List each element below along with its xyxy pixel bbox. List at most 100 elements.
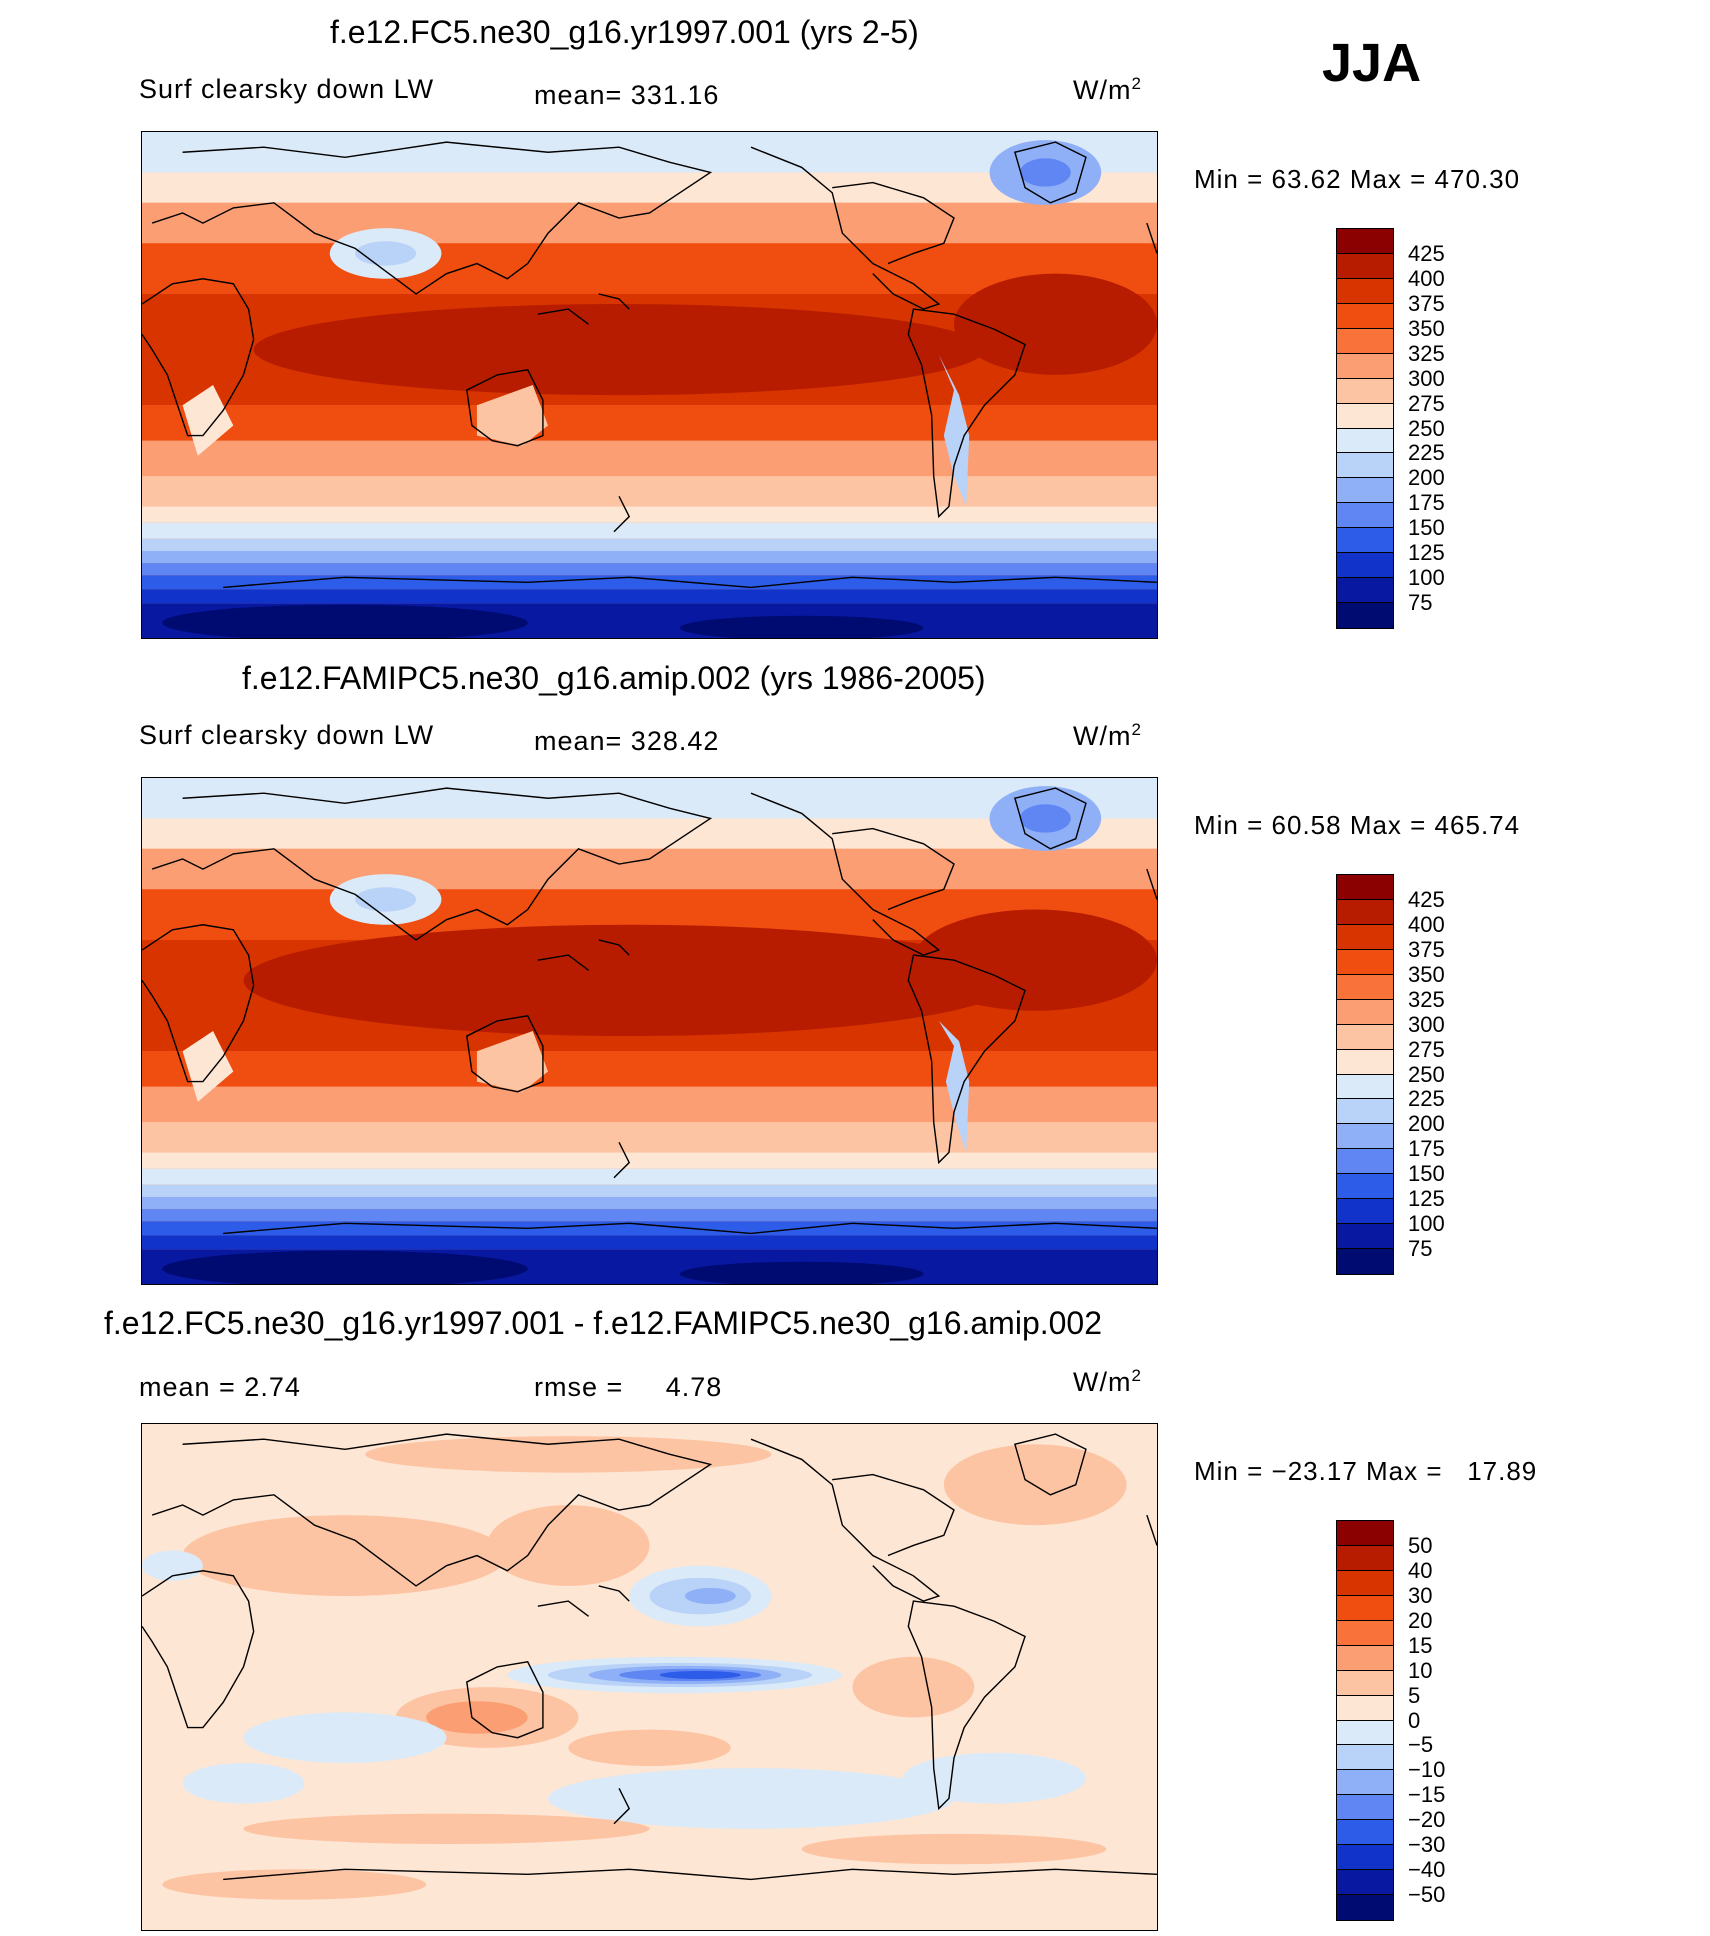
colorbar-swatch xyxy=(1337,1795,1393,1821)
colorbar-swatch xyxy=(1337,899,1393,925)
colorbar-swatch xyxy=(1337,1745,1393,1771)
colorbar-tick-label: −20 xyxy=(1408,1807,1446,1833)
panel3-map xyxy=(141,1423,1158,1931)
colorbar-swatch xyxy=(1337,1149,1393,1175)
colorbar-tick-label: 200 xyxy=(1408,1111,1445,1137)
panel2-colorbar xyxy=(1336,874,1394,1275)
colorbar-tick-label: 15 xyxy=(1408,1632,1433,1658)
panel1-variable-label: Surf clearsky down LW xyxy=(139,74,435,104)
panel2-map xyxy=(141,777,1158,1285)
colorbar-swatch xyxy=(1337,924,1393,950)
panel3-colorbar xyxy=(1336,1520,1394,1921)
panel3-title: f.e12.FC5.ne30_g16.yr1997.001 - f.e12.FA… xyxy=(104,1305,1103,1341)
colorbar-tick-label: 200 xyxy=(1408,465,1445,491)
colorbar-tick-label: 400 xyxy=(1408,265,1445,291)
colorbar-tick-label: 50 xyxy=(1408,1532,1433,1558)
colorbar-swatch xyxy=(1337,1174,1393,1200)
colorbar-swatch xyxy=(1337,1249,1393,1274)
colorbar-tick-label: 150 xyxy=(1408,515,1445,541)
panel1-minmax: Min = 63.62 Max = 470.30 xyxy=(1194,164,1521,194)
panel3-minmax: Min = −23.17 Max = 17.89 xyxy=(1194,1456,1538,1486)
colorbar-swatch xyxy=(1337,229,1393,254)
colorbar-tick-label: −40 xyxy=(1408,1857,1446,1883)
colorbar-tick-label: 425 xyxy=(1408,886,1445,912)
panel2-title: f.e12.FAMIPC5.ne30_g16.amip.002 (yrs 198… xyxy=(242,660,986,696)
colorbar-tick-label: 125 xyxy=(1408,1186,1445,1212)
colorbar-swatch xyxy=(1337,328,1393,354)
colorbar-swatch xyxy=(1337,603,1393,628)
colorbar-swatch xyxy=(1337,1224,1393,1250)
colorbar-swatch xyxy=(1337,1024,1393,1050)
colorbar-tick-label: 0 xyxy=(1408,1707,1421,1733)
colorbar-tick-label: 125 xyxy=(1408,540,1445,566)
colorbar-swatch xyxy=(1337,553,1393,579)
colorbar-tick-label: 150 xyxy=(1408,1161,1445,1187)
colorbar-tick-label: 225 xyxy=(1408,440,1445,466)
colorbar-tick-label: 225 xyxy=(1408,1086,1445,1112)
colorbar-tick-label: 375 xyxy=(1408,936,1445,962)
colorbar-swatch xyxy=(1337,1595,1393,1621)
colorbar-tick-label: 10 xyxy=(1408,1657,1433,1683)
panel3-mean-label: mean = 2.74 xyxy=(139,1372,301,1402)
panel1-colorbar xyxy=(1336,228,1394,629)
colorbar-swatch xyxy=(1337,974,1393,1000)
colorbar-tick-label: 100 xyxy=(1408,565,1445,591)
panel2-variable-label: Surf clearsky down LW xyxy=(139,720,435,750)
colorbar-swatch xyxy=(1337,453,1393,479)
colorbar-swatch xyxy=(1337,1645,1393,1671)
colorbar-tick-label: −10 xyxy=(1408,1757,1446,1783)
colorbar-tick-label: 75 xyxy=(1408,1236,1433,1262)
colorbar-swatch xyxy=(1337,1124,1393,1150)
colorbar-tick-label: 175 xyxy=(1408,490,1445,516)
colorbar-tick-label: 350 xyxy=(1408,961,1445,987)
colorbar-swatch xyxy=(1337,1545,1393,1571)
colorbar-tick-label: −50 xyxy=(1408,1882,1446,1908)
colorbar-tick-label: 400 xyxy=(1408,911,1445,937)
panel3-units: W/m2 xyxy=(1073,1366,1142,1397)
colorbar-tick-label: 40 xyxy=(1408,1557,1433,1583)
colorbar-tick-label: 20 xyxy=(1408,1607,1433,1633)
colorbar-swatch xyxy=(1337,1620,1393,1646)
colorbar-swatch xyxy=(1337,949,1393,975)
colorbar-swatch xyxy=(1337,303,1393,329)
colorbar-swatch xyxy=(1337,1695,1393,1721)
panel2-units: W/m2 xyxy=(1073,720,1142,751)
colorbar-swatch xyxy=(1337,503,1393,529)
panel1-mean-label: mean= 331.16 xyxy=(534,80,720,110)
colorbar-tick-label: 75 xyxy=(1408,590,1433,616)
panel1-map xyxy=(141,131,1158,639)
colorbar-tick-label: 275 xyxy=(1408,390,1445,416)
colorbar-swatch xyxy=(1337,578,1393,604)
colorbar-swatch xyxy=(1337,428,1393,454)
colorbar-tick-label: 325 xyxy=(1408,340,1445,366)
colorbar-swatch xyxy=(1337,1845,1393,1871)
colorbar-swatch xyxy=(1337,1199,1393,1225)
colorbar-swatch xyxy=(1337,1770,1393,1796)
season-label: JJA xyxy=(1322,33,1422,93)
colorbar-tick-label: 300 xyxy=(1408,365,1445,391)
colorbar-tick-label: 275 xyxy=(1408,1036,1445,1062)
colorbar-swatch xyxy=(1337,1870,1393,1896)
colorbar-tick-label: 250 xyxy=(1408,1061,1445,1087)
colorbar-swatch xyxy=(1337,1820,1393,1846)
colorbar-tick-label: 425 xyxy=(1408,240,1445,266)
colorbar-tick-label: 325 xyxy=(1408,986,1445,1012)
colorbar-tick-label: 30 xyxy=(1408,1582,1433,1608)
panel2-mean-label: mean= 328.42 xyxy=(534,726,720,756)
colorbar-swatch xyxy=(1337,403,1393,429)
panel2-minmax: Min = 60.58 Max = 465.74 xyxy=(1194,810,1521,840)
colorbar-tick-label: 250 xyxy=(1408,415,1445,441)
colorbar-swatch xyxy=(1337,1720,1393,1746)
colorbar-swatch xyxy=(1337,1049,1393,1075)
colorbar-swatch xyxy=(1337,1521,1393,1546)
panel1-units: W/m2 xyxy=(1073,74,1142,105)
colorbar-tick-label: 375 xyxy=(1408,290,1445,316)
colorbar-swatch xyxy=(1337,353,1393,379)
colorbar-swatch xyxy=(1337,999,1393,1025)
colorbar-swatch xyxy=(1337,478,1393,504)
colorbar-tick-label: −30 xyxy=(1408,1832,1446,1858)
colorbar-swatch xyxy=(1337,1099,1393,1125)
colorbar-tick-label: −15 xyxy=(1408,1782,1446,1808)
colorbar-tick-label: 350 xyxy=(1408,315,1445,341)
colorbar-tick-label: 100 xyxy=(1408,1211,1445,1237)
